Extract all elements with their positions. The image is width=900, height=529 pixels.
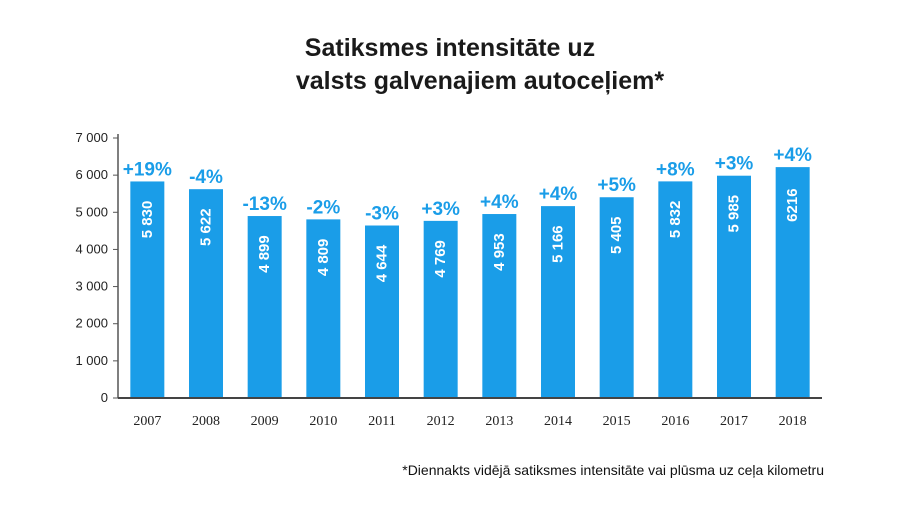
bar-2018 xyxy=(775,167,810,398)
value-label: 4 769 xyxy=(432,240,449,278)
x-tick-label: 2014 xyxy=(544,414,572,429)
change-label: +4% xyxy=(480,192,519,213)
y-axis: 0 1 000 2 000 3 000 4 000 5 000 6 000 7 000 xyxy=(75,130,119,405)
value-label: 4 953 xyxy=(491,233,508,271)
change-label: -4% xyxy=(189,167,223,188)
x-tick-label: 2013 xyxy=(485,414,513,429)
y-tick-label: 4 000 xyxy=(75,241,108,256)
change-label: +3% xyxy=(421,199,460,220)
value-label: 5 622 xyxy=(198,208,215,246)
y-tick-label: 6 000 xyxy=(75,167,108,182)
change-label: +4% xyxy=(539,184,578,205)
x-tick-label: 2012 xyxy=(427,414,455,429)
change-label: +4% xyxy=(773,145,812,166)
bar-2016 xyxy=(658,181,693,398)
change-label: -2% xyxy=(306,197,340,218)
x-tick-label: 2018 xyxy=(779,414,807,429)
change-label: +19% xyxy=(123,159,172,180)
change-label: +8% xyxy=(656,159,695,180)
y-tick-label: 1 000 xyxy=(75,353,108,368)
change-label: -3% xyxy=(365,204,399,225)
x-tick-label: 2008 xyxy=(192,414,220,429)
value-label: 4 809 xyxy=(315,239,332,277)
chart-title-line-2: valsts galvenajiem autoceļiem* xyxy=(295,67,665,95)
bar-2015 xyxy=(599,197,634,398)
y-tick-label: 2 000 xyxy=(75,316,108,331)
bar-2017 xyxy=(717,175,751,398)
bar-2014 xyxy=(541,206,575,398)
value-label: 5 405 xyxy=(608,216,625,254)
value-label: 4 644 xyxy=(374,244,391,282)
change-label: -13% xyxy=(242,194,286,215)
x-tick-label: 2010 xyxy=(309,414,337,429)
value-label: 6216 xyxy=(784,188,801,221)
change-label: +5% xyxy=(597,175,636,196)
value-label: 4 899 xyxy=(256,235,273,273)
value-label: 5 830 xyxy=(139,201,156,239)
value-label: 5 166 xyxy=(550,225,567,263)
chart-title-line-1: Satiksmes intensitāte uz xyxy=(304,34,596,62)
x-tick-label: 2015 xyxy=(603,414,631,429)
value-label: 5 832 xyxy=(667,201,684,239)
bar-2011 xyxy=(365,225,399,398)
bar-2009 xyxy=(247,216,282,398)
value-label: 5 985 xyxy=(726,195,743,233)
bar-2012 xyxy=(423,220,458,398)
y-tick-label: 5 000 xyxy=(75,204,108,219)
chart-title: Satiksmes intensitāte uz valsts galvenaj… xyxy=(0,32,900,98)
x-tick-label: 2016 xyxy=(661,414,689,429)
y-tick-label: 3 000 xyxy=(75,279,108,294)
x-tick-label: 2007 xyxy=(133,414,161,429)
bars: +19% 5 830 -4% 5 622 -13% 4 899 -2% 4 809 -3% 4 6… xyxy=(123,145,812,398)
x-tick-label: 2017 xyxy=(720,414,748,429)
change-label: +3% xyxy=(715,154,754,175)
y-tick-label: 7 000 xyxy=(75,130,108,145)
bar-2008 xyxy=(189,189,223,398)
x-tick-label: 2009 xyxy=(251,414,279,429)
bar-2010 xyxy=(306,219,341,398)
bar-2007 xyxy=(130,181,165,398)
x-axis: 2007 2008 2009 2010 2011 2012 2013 2014 2015 2016… xyxy=(118,397,822,429)
x-tick-label: 2011 xyxy=(368,414,395,429)
bar-2013 xyxy=(482,214,517,398)
y-tick-label: 0 xyxy=(101,390,108,405)
footnote: *Diennakts vidējā satiksmes intensitāte … xyxy=(402,462,824,478)
